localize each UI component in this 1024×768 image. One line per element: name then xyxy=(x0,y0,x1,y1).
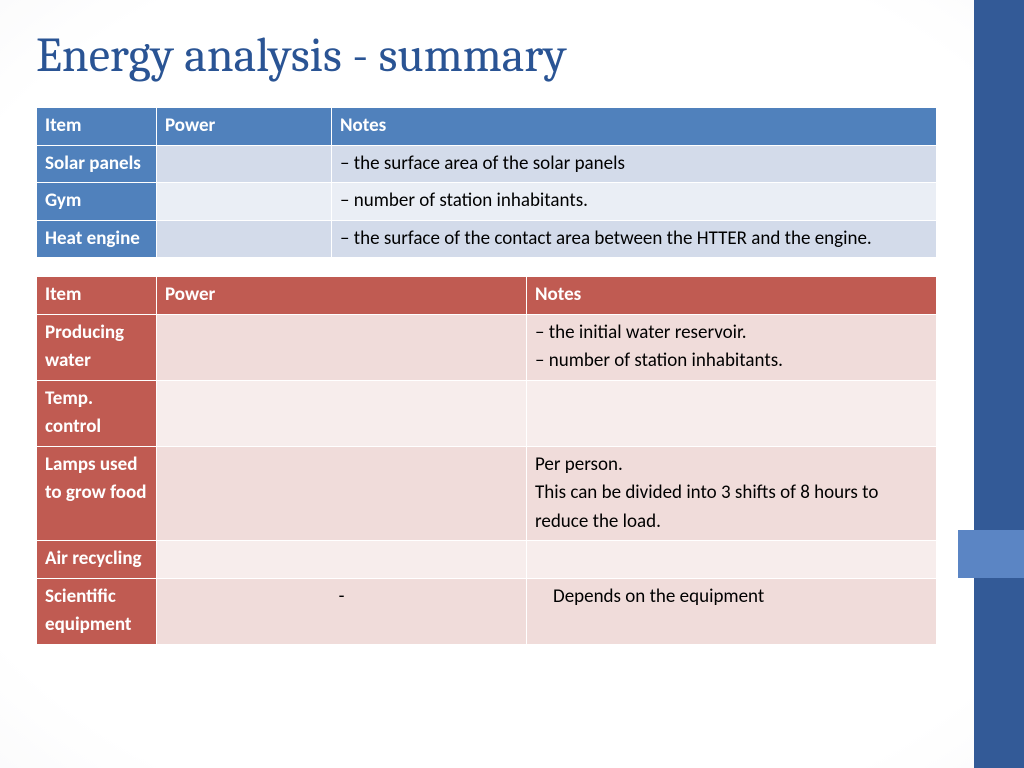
table-header-row: Item Power Notes xyxy=(37,277,937,315)
col-notes: Notes xyxy=(527,277,937,315)
table-row: Temp. control xyxy=(37,380,937,446)
side-accent-dark xyxy=(974,0,1024,768)
cell-power xyxy=(157,145,332,183)
cell-item: Scientific equipment xyxy=(37,578,157,644)
cell-power xyxy=(157,220,332,258)
page-title: Energy analysis - summary xyxy=(36,28,936,83)
cell-notes: Per person.This can be divided into 3 sh… xyxy=(527,446,937,541)
table-row: Solar panels – the surface area of the s… xyxy=(37,145,937,183)
table-header-row: Item Power Notes xyxy=(37,108,937,146)
cell-notes: – the surface of the contact area betwee… xyxy=(332,220,937,258)
energy-consumers-table: Item Power Notes Producing water – the i… xyxy=(36,276,937,645)
cell-item: Lamps used to grow food xyxy=(37,446,157,541)
col-power: Power xyxy=(157,108,332,146)
cell-item: Producing water xyxy=(37,314,157,380)
cell-item: Heat engine xyxy=(37,220,157,258)
energy-sources-table: Item Power Notes Solar panels – the surf… xyxy=(36,107,937,258)
table-row: Heat engine – the surface of the contact… xyxy=(37,220,937,258)
cell-item: Gym xyxy=(37,183,157,221)
col-item: Item xyxy=(37,277,157,315)
cell-notes: – the initial water reservoir. – number … xyxy=(527,314,937,380)
col-notes: Notes xyxy=(332,108,937,146)
cell-item: Air recycling xyxy=(37,541,157,579)
cell-item: Temp. control xyxy=(37,380,157,446)
cell-power: - xyxy=(157,578,527,644)
cell-notes: – the surface area of the solar panels xyxy=(332,145,937,183)
cell-notes xyxy=(527,541,937,579)
cell-power xyxy=(157,541,527,579)
cell-power xyxy=(157,380,527,446)
cell-power xyxy=(157,314,527,380)
cell-notes: Depends on the equipment xyxy=(527,578,937,644)
table-row: Gym – number of station inhabitants. xyxy=(37,183,937,221)
table-row: Air recycling xyxy=(37,541,937,579)
cell-power xyxy=(157,446,527,541)
side-accent-light xyxy=(958,530,1024,578)
cell-notes: – number of station inhabitants. xyxy=(332,183,937,221)
slide-content: Energy analysis - summary Item Power Not… xyxy=(36,28,936,645)
col-power: Power xyxy=(157,277,527,315)
col-item: Item xyxy=(37,108,157,146)
table-row: Scientific equipment - Depends on the eq… xyxy=(37,578,937,644)
table-row: Producing water – the initial water rese… xyxy=(37,314,937,380)
cell-power xyxy=(157,183,332,221)
table-row: Lamps used to grow food Per person.This … xyxy=(37,446,937,541)
cell-notes xyxy=(527,380,937,446)
cell-item: Solar panels xyxy=(37,145,157,183)
